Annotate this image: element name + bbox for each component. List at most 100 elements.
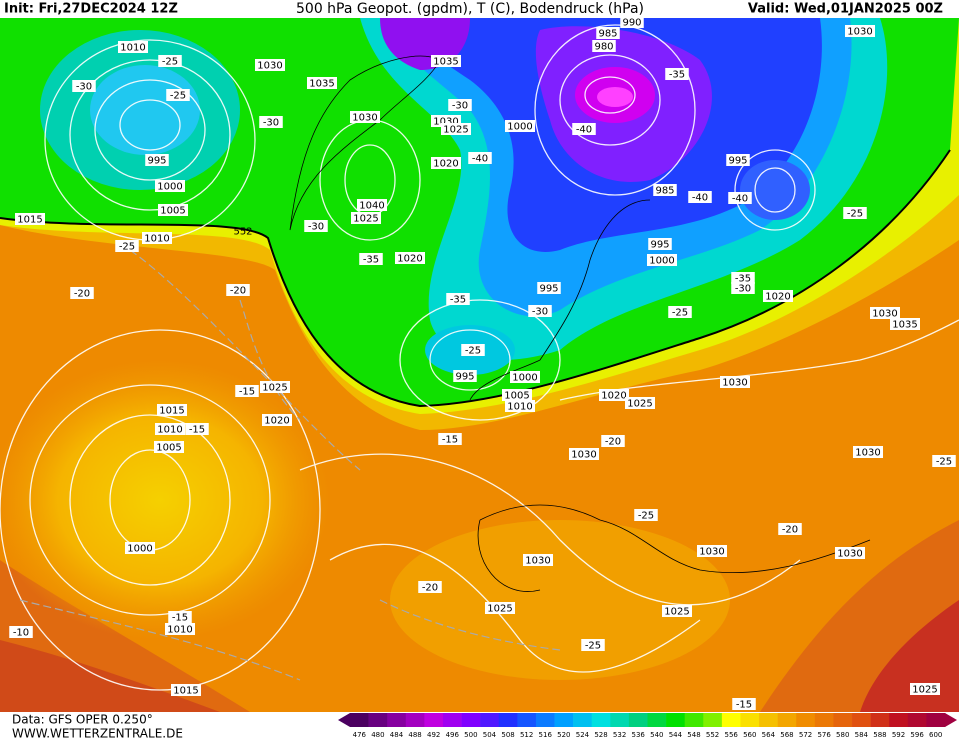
isobar-label-box (662, 605, 692, 617)
temperature-label-box (72, 80, 96, 92)
colorbar-swatch (424, 713, 444, 727)
isobar-label: 985 (655, 186, 674, 197)
temperature-label: -20 (422, 583, 438, 594)
isobar-label: 1000 (127, 544, 152, 555)
temperature-label: -25 (585, 641, 601, 652)
isobar-label-box (350, 111, 380, 123)
temperature-label: -35 (735, 274, 751, 285)
colorbar-tick-label: 560 (743, 731, 756, 739)
colorbar-tick-label: 580 (836, 731, 849, 739)
colorbar-tick-label: 564 (762, 731, 776, 739)
isobar-label-box (357, 199, 387, 211)
isobar-label: 1030 (722, 378, 747, 389)
colorbar-tick-label: 476 (353, 731, 367, 739)
isobar-label: 1030 (699, 547, 724, 558)
isobar-label-box (351, 212, 381, 224)
isobar-label: 1015 (17, 215, 42, 226)
isobar-label-box (395, 252, 425, 264)
temperature-label: -40 (472, 154, 488, 165)
colorbar-tick-label: 548 (687, 731, 700, 739)
temperature-label: -25 (170, 91, 186, 102)
temperature-label: -40 (692, 193, 708, 204)
temperature-label-box (572, 123, 596, 135)
isobar-label: 1025 (664, 607, 689, 618)
website: WWW.WETTERZENTRALE.DE (12, 727, 183, 741)
isobar-label: 1025 (353, 214, 378, 225)
colorbar-swatch (759, 713, 778, 727)
colorbar-tick-label: 492 (427, 731, 440, 739)
map (0, 18, 959, 712)
colorbar-swatch (480, 713, 500, 727)
colorbar-swatch (721, 713, 741, 727)
colorbar-tick-label: 484 (390, 731, 404, 739)
temperature-label-box (226, 284, 250, 296)
isobar-label: 995 (728, 156, 747, 167)
isobar-label: 995 (539, 284, 558, 295)
isobar-label-box (262, 414, 292, 426)
isobar-label-box (647, 254, 677, 266)
temperature-label: -30 (263, 118, 279, 129)
isotherms (19, 249, 561, 681)
colorbar-swatch (666, 713, 685, 727)
isobar-label: 1010 (144, 234, 169, 245)
temperature-label: -25 (936, 457, 952, 468)
colorbar-swatch (387, 713, 407, 727)
isobar-label: 1010 (120, 43, 145, 54)
valid-time: Valid: Wed,01JAN2025 00Z (748, 2, 943, 17)
colorbar-swatch (350, 713, 369, 727)
temperature-label: -30 (735, 284, 751, 295)
geopotential-label: 552 (233, 227, 252, 238)
colorbar-swatch (442, 713, 462, 727)
colorbar-arrow (945, 713, 957, 727)
temperature-label: -15 (239, 387, 255, 398)
isobar-label: 1035 (433, 57, 458, 68)
isobar-label-box (441, 123, 471, 135)
colorbar-tick-label: 536 (632, 731, 646, 739)
colorbar-swatch (870, 713, 890, 727)
temperature-label-box (448, 99, 472, 111)
colorbar-swatch (703, 713, 723, 727)
isobar-label-box (653, 184, 677, 196)
isobar-label: 1005 (160, 206, 185, 217)
isobar-label: 990 (622, 18, 641, 29)
colorbar-swatch (852, 713, 871, 727)
isobar-label: 995 (650, 240, 669, 251)
colorbar-tick-label: 504 (483, 731, 497, 739)
colorbar-tick-label: 512 (520, 731, 533, 739)
colorbar-tick-label: 540 (650, 731, 663, 739)
temperature-label: -25 (119, 242, 135, 253)
temperature-label: -30 (452, 101, 468, 112)
isobar-label-box (625, 397, 655, 409)
temperature-label: -30 (76, 82, 92, 93)
isobar-label-box (145, 154, 169, 166)
isobar-label-box (853, 446, 883, 458)
isobar-label: 995 (455, 372, 474, 383)
colorbar-tick-label: 584 (855, 731, 869, 739)
isobar-label-box (431, 157, 461, 169)
data-source: Data: GFS OPER 0.250° (12, 713, 153, 727)
isobar-label: 1030 (433, 117, 458, 128)
temperature-label-box (468, 152, 492, 164)
temperature-label: -40 (732, 194, 748, 205)
isobar-label: 1030 (525, 556, 550, 567)
temperature-label-box (688, 191, 712, 203)
isobar-label-box (453, 370, 477, 382)
colorbar-swatch (833, 713, 853, 727)
temperature-label-box (932, 455, 956, 467)
colorbar-swatch (461, 713, 481, 727)
colorbar-arrow (338, 713, 350, 727)
temperature-label-box (732, 698, 756, 710)
isobar-label: 1010 (167, 625, 192, 636)
isobar-label-box (171, 684, 201, 696)
isobar-label-box (763, 290, 793, 302)
isobar-label-box (15, 213, 45, 225)
temperature-label-box (166, 89, 190, 101)
colorbar-tick-label: 552 (706, 731, 719, 739)
colorbar-tick-label: 572 (799, 731, 812, 739)
isobar-label: 1025 (912, 685, 937, 696)
isobar-label-box (157, 404, 187, 416)
isobar-label-box (485, 602, 515, 614)
isobar-label: 1005 (504, 391, 529, 402)
temperature-label-box (601, 435, 625, 447)
temperature-label: -15 (442, 435, 458, 446)
